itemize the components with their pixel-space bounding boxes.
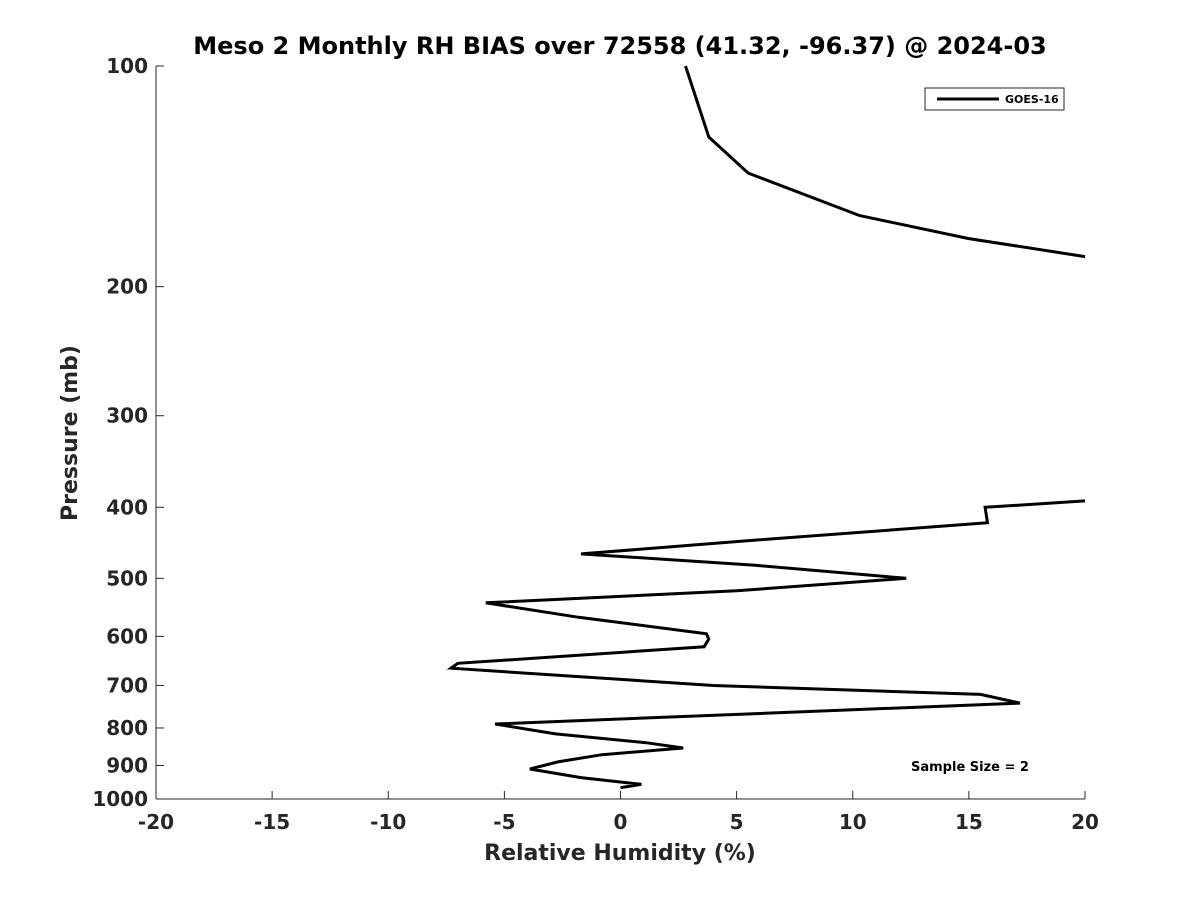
plot-lines <box>446 65 1086 790</box>
y-tick-label: 200 <box>106 275 148 299</box>
legend-label-goes-16: GOES-16 <box>1005 93 1059 106</box>
y-tick-label: 400 <box>106 495 148 519</box>
plot-axes: -20 -15 -10 -5 0 5 10 15 20 100 200 300 400 500 600 700… <box>92 54 1099 834</box>
y-tick-label: 100 <box>106 54 148 78</box>
legend: GOES-16 <box>924 87 1065 111</box>
x-tick-label: -5 <box>493 810 515 834</box>
y-tick-label: 900 <box>106 753 148 777</box>
series-line-goes-16 <box>684 65 1086 259</box>
x-tick-label: 10 <box>839 810 867 834</box>
x-tick-label: 15 <box>955 810 983 834</box>
x-tick-label: 0 <box>614 810 628 834</box>
x-axis-label: Relative Humidity (%) <box>484 841 756 866</box>
sample-size-annotation: Sample Size = 2 <box>911 760 1029 775</box>
y-tick-label: 1000 <box>92 787 148 811</box>
y-axis-label: Pressure (mb) <box>58 345 83 521</box>
y-tick-label: 600 <box>106 624 148 648</box>
chart-title: Meso 2 Monthly RH BIAS over 72558 (41.32… <box>193 32 1046 60</box>
y-tick-label: 700 <box>106 673 148 697</box>
series-line-goes-16 <box>446 499 1086 790</box>
x-tick-label: -20 <box>138 810 174 834</box>
y-tick-label: 500 <box>106 566 148 590</box>
y-tick-label: 300 <box>106 404 148 428</box>
x-tick-label: 20 <box>1071 810 1099 834</box>
x-tick-label: -10 <box>370 810 406 834</box>
x-tick-label: -15 <box>254 810 290 834</box>
y-tick-label: 800 <box>106 716 148 740</box>
x-tick-label: 5 <box>730 810 744 834</box>
